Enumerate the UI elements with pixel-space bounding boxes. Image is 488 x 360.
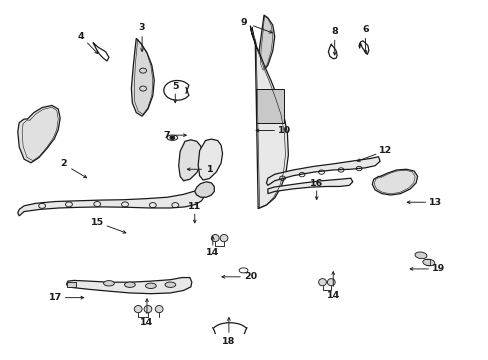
Text: 10: 10 [277, 126, 290, 135]
Ellipse shape [164, 282, 175, 287]
Text: 15: 15 [90, 218, 103, 227]
Text: 14: 14 [140, 318, 153, 327]
Polygon shape [258, 15, 274, 72]
Ellipse shape [220, 234, 227, 242]
Text: 7: 7 [163, 131, 169, 140]
Polygon shape [194, 182, 214, 197]
Text: 6: 6 [362, 25, 368, 34]
Text: 13: 13 [428, 198, 441, 207]
Text: 5: 5 [172, 82, 178, 91]
Circle shape [169, 136, 174, 139]
Polygon shape [131, 39, 154, 116]
Bar [67, 282, 76, 287]
Text: 9: 9 [240, 18, 246, 27]
Text: 14: 14 [206, 248, 219, 257]
Ellipse shape [145, 283, 156, 288]
Polygon shape [198, 139, 222, 180]
Text: 16: 16 [309, 179, 323, 188]
Ellipse shape [134, 306, 142, 313]
Text: 20: 20 [244, 272, 256, 281]
Text: 1: 1 [206, 165, 213, 174]
Text: 14: 14 [326, 291, 339, 300]
Ellipse shape [124, 282, 135, 287]
Ellipse shape [155, 306, 163, 313]
Polygon shape [371, 169, 417, 195]
Ellipse shape [414, 252, 426, 258]
Text: 19: 19 [431, 265, 444, 274]
Polygon shape [266, 157, 379, 185]
Polygon shape [66, 278, 191, 294]
Text: 2: 2 [60, 159, 66, 168]
Ellipse shape [144, 306, 152, 313]
Ellipse shape [103, 280, 114, 286]
Text: 18: 18 [222, 337, 235, 346]
Text: 12: 12 [379, 146, 392, 155]
Text: 3: 3 [139, 23, 145, 32]
Polygon shape [178, 140, 203, 181]
Ellipse shape [211, 234, 219, 242]
Text: 4: 4 [78, 32, 84, 41]
Ellipse shape [327, 279, 334, 286]
Ellipse shape [422, 259, 434, 266]
Polygon shape [250, 26, 288, 209]
Text: 17: 17 [49, 293, 62, 302]
Bar [255, 89, 284, 123]
Polygon shape [18, 105, 60, 163]
Ellipse shape [318, 279, 326, 286]
Polygon shape [267, 178, 352, 194]
Polygon shape [18, 190, 204, 216]
Text: 8: 8 [331, 27, 337, 36]
Text: 11: 11 [188, 202, 201, 211]
